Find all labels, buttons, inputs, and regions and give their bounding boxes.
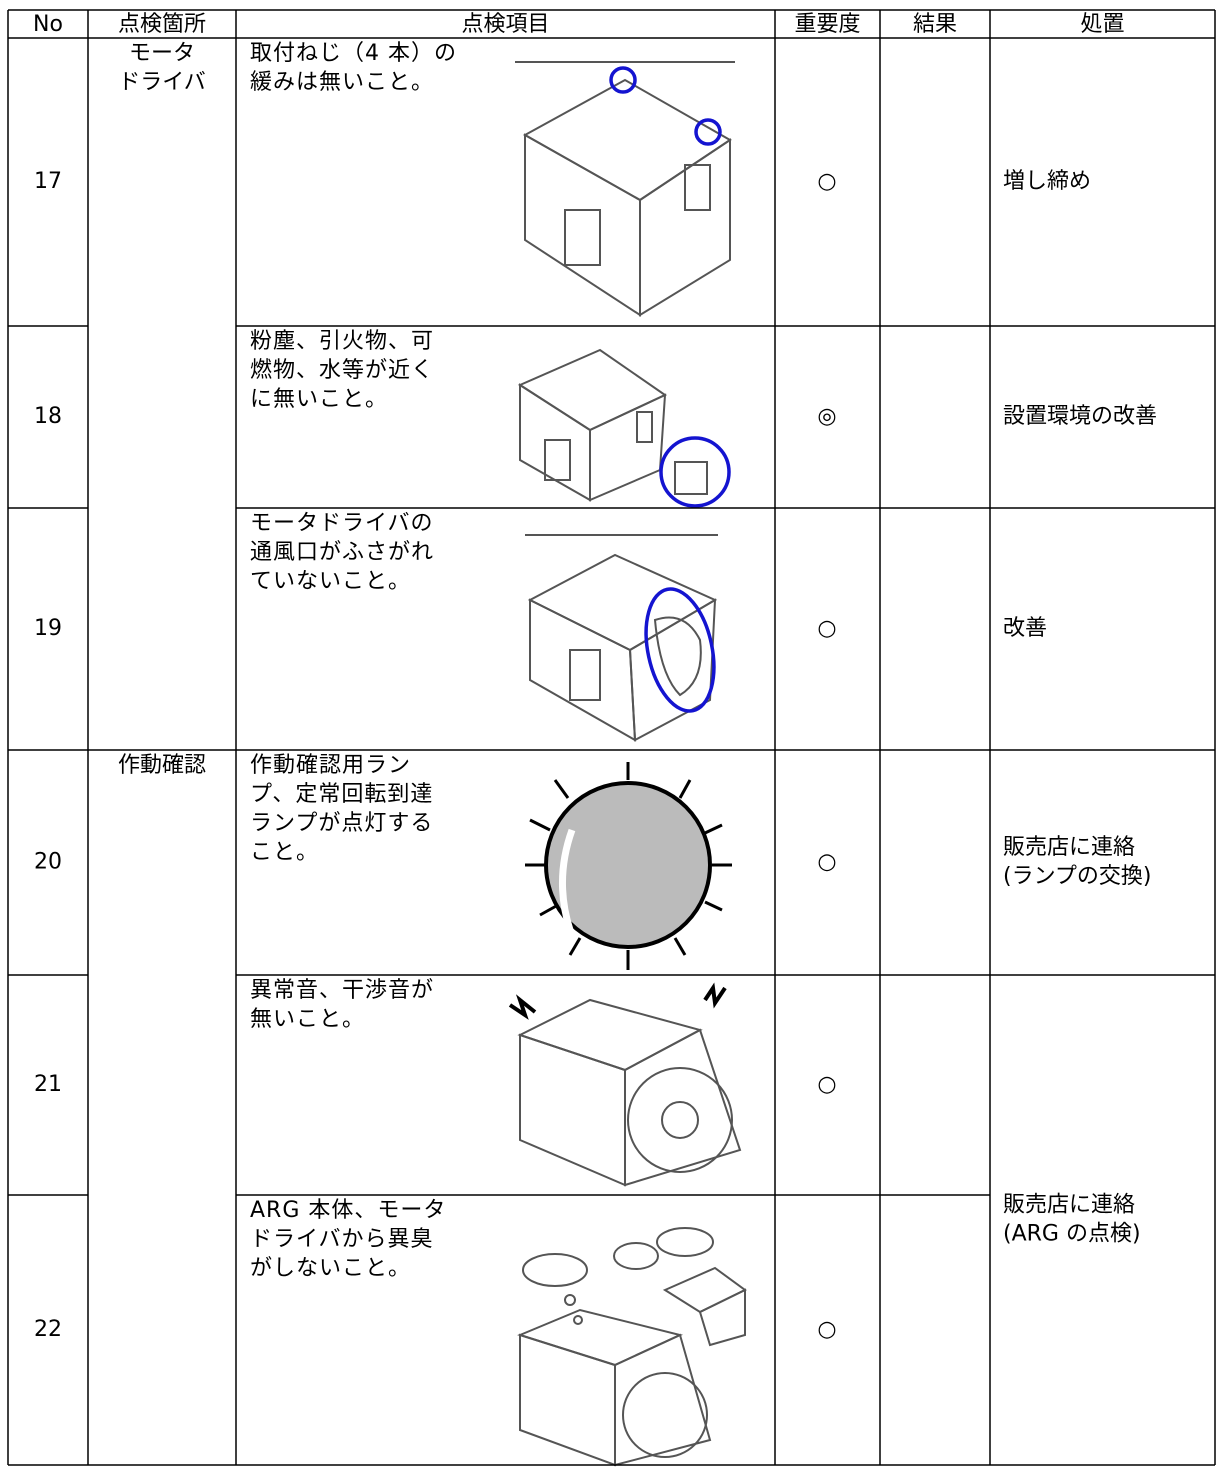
importance: ○	[817, 616, 836, 641]
check-item: 異常音、干渉音が	[250, 978, 434, 1003]
importance: ○	[817, 1317, 836, 1342]
illustrations	[508, 61, 747, 1467]
check-item: 取付ねじ（4 本）の	[250, 41, 457, 66]
check-item: 緩みは無いこと。	[250, 70, 434, 95]
row-number: 21	[34, 1072, 62, 1097]
lamp-illustration	[525, 762, 732, 970]
check-item: ドライバから異臭	[250, 1227, 434, 1252]
check-item: こと。	[250, 840, 319, 865]
check-item: 燃物、水等が近く	[250, 358, 434, 383]
check-item: プ、定常回転到達	[250, 782, 433, 807]
check-item: 作動確認用ラン	[250, 753, 411, 778]
check-item: がしないこと。	[250, 1256, 411, 1281]
check-item: 粉塵、引火物、可	[250, 329, 434, 354]
check-item: モータドライバの	[250, 511, 434, 536]
header-cell: 重要度	[794, 12, 860, 37]
row-number: 18	[34, 404, 62, 429]
noise-illustration	[508, 982, 742, 1187]
action: 増し締め	[1003, 169, 1091, 194]
importance: ◎	[817, 404, 836, 429]
action: (ARG の点検)	[1003, 1222, 1141, 1247]
row-number: 20	[34, 850, 62, 875]
action: 販売店に連絡	[1003, 1193, 1135, 1218]
check-item: ランプが点灯する	[250, 811, 433, 836]
header-cell: 点検箇所	[118, 12, 206, 37]
row-number: 19	[34, 616, 62, 641]
action: (ランプの交換)	[1003, 864, 1152, 889]
location: モータ	[129, 41, 195, 66]
action: 販売店に連絡	[1003, 835, 1135, 860]
driver-illustration	[515, 61, 735, 317]
odor-illustration	[517, 1227, 747, 1467]
importance: ○	[817, 850, 836, 875]
header-cell: 結果	[913, 12, 957, 37]
check-item: に無いこと。	[250, 387, 388, 412]
environment-illustration	[517, 348, 731, 508]
check-item: ARG 本体、モータ	[250, 1198, 446, 1223]
header-cell: 点検項目	[461, 12, 549, 37]
check-item: ていないこと。	[250, 569, 411, 594]
importance: ○	[817, 169, 836, 194]
row-number: 22	[34, 1317, 62, 1342]
row-number: 17	[34, 169, 62, 194]
location: 作動確認	[118, 753, 206, 778]
vent-illustration	[525, 534, 718, 742]
action: 設置環境の改善	[1003, 404, 1157, 429]
check-item: 通風口がふさがれ	[250, 540, 434, 565]
importance: ○	[817, 1072, 836, 1097]
header-cell: 処置	[1080, 12, 1124, 37]
action: 改善	[1003, 616, 1047, 641]
header-cell: No	[33, 12, 63, 37]
check-item: 無いこと。	[250, 1007, 365, 1032]
location: ドライバ	[118, 70, 206, 95]
